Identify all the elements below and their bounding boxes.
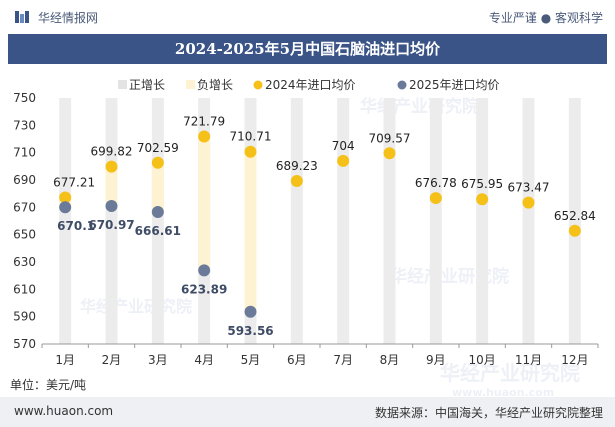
label-2024: 702.59: [137, 141, 179, 155]
x-tick-label: 9月: [426, 353, 446, 367]
legend-label-2025: 2025年进口均价: [409, 78, 500, 92]
x-tick-label: 11月: [515, 353, 542, 367]
watermark-text: 华经产业研究院: [390, 266, 509, 287]
category-bar: [522, 98, 535, 344]
legend-label-negative: 负增长: [197, 78, 233, 92]
category-bar: [476, 98, 489, 344]
label-2024: 710.71: [230, 130, 272, 144]
watermark-url: www.huaon.com: [452, 386, 554, 399]
x-tick-label: 2月: [102, 353, 122, 367]
x-tick-label: 3月: [148, 353, 168, 367]
point-2025: [198, 264, 211, 277]
point-2024: [198, 130, 211, 143]
point-2024: [59, 191, 72, 204]
x-tick-label: 8月: [380, 353, 400, 367]
y-tick-label: 610: [13, 282, 36, 296]
y-tick-label: 750: [13, 91, 36, 105]
category-bar: [383, 98, 396, 344]
category-bar: [151, 98, 164, 344]
y-tick-label: 690: [13, 173, 36, 187]
watermark-text: 华经产业研究院: [360, 96, 479, 117]
label-2025: 666.61: [135, 224, 181, 238]
y-tick-label: 650: [13, 228, 36, 242]
title-bar: 2024-2025年5月中国石脑油进口均价: [8, 34, 607, 64]
data-labels: 677.21 699.82 702.59 721.79 710.71 689.23 704 7…: [53, 115, 596, 338]
legend-marker-2025: [397, 80, 407, 90]
legend: 正增长 负增长 2024年进口均价 2025年进口均价: [118, 78, 500, 92]
category-bar: [59, 98, 72, 344]
label-2024: 652.84: [554, 209, 596, 223]
tagline: 专业严谨 ● 客观科学: [488, 11, 603, 25]
legend-swatch-negative: [186, 80, 195, 89]
footer-url: www.huaon.com: [14, 404, 114, 418]
category-bar: [290, 98, 303, 344]
label-2025: 670.97: [88, 218, 134, 232]
y-tick-label: 570: [13, 337, 36, 351]
point-2024: [476, 193, 489, 206]
point-2024: [151, 156, 164, 169]
label-2024: 675.95: [461, 177, 503, 191]
legend-marker-2024: [253, 80, 263, 90]
data-points: [59, 130, 581, 318]
x-tick-label: 6月: [287, 353, 307, 367]
point-2024: [522, 196, 535, 209]
label-2024: 677.21: [53, 175, 95, 189]
label-2024: 721.79: [183, 115, 225, 129]
y-tick-label: 730: [13, 118, 36, 132]
y-tick-label: 630: [13, 255, 36, 269]
x-tick-label: 7月: [333, 353, 353, 367]
label-2025: 670.1: [57, 219, 95, 233]
x-tick-label: 1月: [55, 353, 75, 367]
data-source: 数据来源：中国海关，华经产业研究院整理: [374, 406, 603, 420]
label-2024: 673.47: [508, 181, 550, 195]
label-2024: 689.23: [276, 159, 318, 173]
negative-change-bar: [244, 151, 257, 312]
x-tick-label: 4月: [194, 353, 214, 367]
chart-title: 2024-2025年5月中国石脑油进口均价: [174, 40, 441, 58]
point-2024: [290, 175, 303, 188]
x-tick-label: 12月: [561, 353, 588, 367]
label-2025: 593.56: [227, 324, 273, 338]
footer-band: www.huaon.com 数据来源：中国海关，华经产业研究院整理: [0, 397, 615, 427]
point-2025: [244, 305, 257, 318]
axes: 570 590 610 630 650 670 690 710 730 750 1月 2月 3月 4月 5月…: [13, 91, 599, 367]
label-2024: 704: [332, 139, 355, 153]
point-2024: [244, 145, 257, 158]
watermark-text: 华经产业研究院: [80, 297, 192, 316]
y-tick-label: 670: [13, 200, 36, 214]
unit-label: 单位：美元/吨: [10, 378, 87, 392]
point-2025: [151, 205, 164, 218]
category-bar: [105, 98, 118, 344]
point-2024: [383, 147, 396, 160]
point-2024: [105, 160, 118, 173]
label-2024: 676.78: [415, 176, 457, 190]
negative-change-bar: [198, 136, 211, 271]
category-bar: [337, 98, 350, 344]
negative-change-bar: [105, 166, 118, 207]
legend-label-2024: 2024年进口均价: [265, 78, 356, 92]
point-2025: [105, 200, 118, 213]
negative-change-bar: [151, 162, 164, 212]
point-2024: [337, 154, 350, 167]
brand-name: 华经情报网: [38, 11, 99, 25]
legend-swatch-positive: [118, 80, 127, 89]
category-bar: [429, 98, 442, 344]
label-2024: 709.57: [369, 131, 411, 145]
top-bar: 华经情报网 专业严谨 ● 客观科学: [0, 0, 615, 34]
label-2024: 699.82: [91, 145, 133, 159]
legend-label-positive: 正增长: [129, 78, 165, 92]
x-tick-label: 10月: [469, 353, 496, 367]
y-tick-label: 590: [13, 310, 36, 324]
huajing-logo-icon: [15, 11, 29, 23]
point-2024: [568, 224, 581, 237]
watermark-text: 华经产业研究院: [440, 361, 580, 385]
y-tick-label: 710: [13, 146, 36, 160]
x-tick-label: 5月: [241, 353, 261, 367]
point-2025: [59, 201, 72, 214]
point-2024: [429, 192, 442, 205]
category-bar: [568, 98, 581, 344]
label-2025: 623.89: [181, 282, 227, 296]
